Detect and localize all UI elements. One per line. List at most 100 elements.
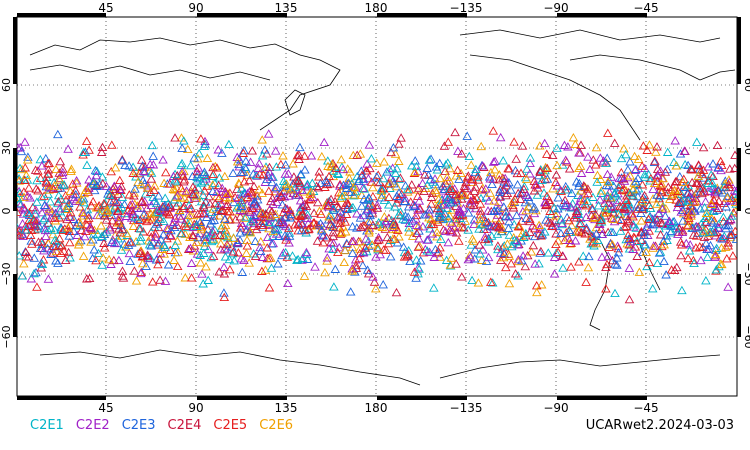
occultation-marker bbox=[596, 188, 606, 197]
occultation-marker bbox=[475, 199, 486, 208]
occultation-marker bbox=[355, 244, 365, 253]
occultation-marker bbox=[513, 271, 523, 280]
occultation-marker bbox=[185, 217, 195, 227]
occultation-marker bbox=[499, 202, 509, 211]
occultation-marker bbox=[334, 223, 345, 232]
occultation-marker bbox=[552, 160, 562, 170]
occultation-marker bbox=[677, 225, 688, 235]
occultation-marker bbox=[211, 187, 222, 197]
occultation-marker bbox=[54, 203, 65, 213]
occultation-marker bbox=[176, 183, 187, 193]
occultation-marker bbox=[37, 161, 47, 170]
occultation-marker bbox=[130, 184, 140, 193]
occultation-marker bbox=[654, 208, 664, 217]
occultation-marker bbox=[372, 235, 383, 245]
occultation-marker bbox=[566, 262, 576, 271]
occultation-marker bbox=[206, 228, 217, 237]
occultation-marker bbox=[666, 226, 677, 235]
occultation-marker bbox=[230, 192, 240, 202]
occultation-marker bbox=[384, 192, 394, 201]
occultation-marker bbox=[248, 221, 259, 231]
occultation-marker bbox=[525, 153, 536, 162]
occultation-marker bbox=[498, 185, 508, 194]
occultation-marker bbox=[509, 137, 519, 146]
occultation-marker bbox=[128, 221, 139, 230]
occultation-marker bbox=[451, 189, 461, 199]
occultation-marker bbox=[216, 199, 226, 208]
occultation-marker bbox=[149, 185, 159, 195]
occultation-marker bbox=[379, 212, 390, 221]
occultation-marker bbox=[210, 198, 220, 208]
occultation-marker bbox=[223, 232, 233, 242]
occultation-marker bbox=[146, 241, 156, 250]
occultation-marker bbox=[349, 182, 359, 191]
occultation-marker bbox=[718, 212, 729, 221]
occultation-marker bbox=[51, 164, 61, 174]
occultation-marker bbox=[295, 211, 306, 220]
occultation-marker bbox=[307, 178, 318, 187]
occultation-marker bbox=[362, 159, 372, 168]
occultation-marker bbox=[411, 210, 422, 220]
left-lat-label: 60 bbox=[0, 78, 13, 92]
occultation-marker bbox=[33, 185, 43, 195]
occultation-marker bbox=[516, 168, 526, 177]
occultation-marker bbox=[199, 141, 210, 151]
occultation-marker bbox=[671, 161, 681, 170]
bottom-lon-label: −45 bbox=[633, 401, 658, 415]
occultation-marker bbox=[216, 206, 226, 215]
occultation-marker bbox=[654, 248, 665, 257]
occultation-marker bbox=[271, 182, 282, 192]
occultation-marker bbox=[574, 178, 585, 188]
occultation-marker bbox=[159, 216, 169, 226]
occultation-marker bbox=[697, 188, 707, 198]
occultation-marker bbox=[391, 287, 402, 297]
occultation-marker bbox=[716, 165, 726, 175]
occultation-marker bbox=[501, 178, 512, 187]
occultation-marker bbox=[276, 191, 286, 201]
occultation-marker bbox=[88, 196, 98, 206]
occultation-marker bbox=[624, 216, 634, 225]
occultation-marker bbox=[723, 238, 733, 247]
occultation-marker bbox=[219, 292, 230, 302]
occultation-marker bbox=[669, 216, 679, 226]
occultation-marker bbox=[445, 260, 456, 269]
occultation-marker bbox=[602, 259, 612, 269]
occultation-marker bbox=[603, 251, 613, 260]
occultation-marker bbox=[657, 187, 667, 196]
occultation-marker bbox=[332, 201, 342, 210]
occultation-marker bbox=[597, 229, 608, 238]
occultation-marker bbox=[248, 249, 259, 258]
occultation-marker bbox=[648, 243, 658, 252]
occultation-marker bbox=[312, 236, 323, 245]
occultation-marker bbox=[32, 175, 42, 185]
occultation-marker bbox=[199, 167, 210, 176]
occultation-marker bbox=[633, 154, 644, 163]
occultation-marker bbox=[683, 253, 693, 263]
occultation-marker bbox=[642, 145, 652, 154]
occultation-marker bbox=[628, 222, 639, 231]
occultation-marker bbox=[576, 168, 587, 177]
occultation-marker bbox=[145, 187, 156, 196]
occultation-marker bbox=[295, 195, 306, 205]
occultation-marker bbox=[613, 247, 624, 257]
occultation-marker bbox=[219, 288, 229, 297]
occultation-marker bbox=[124, 248, 135, 258]
occultation-marker bbox=[49, 241, 59, 250]
occultation-marker bbox=[504, 251, 515, 260]
occultation-marker bbox=[474, 240, 485, 249]
occultation-marker bbox=[478, 245, 488, 254]
occultation-marker bbox=[125, 256, 135, 266]
occultation-marker bbox=[283, 278, 293, 288]
occultation-marker bbox=[54, 233, 65, 243]
occultation-marker bbox=[66, 166, 76, 176]
occultation-marker bbox=[454, 190, 464, 200]
occultation-marker bbox=[328, 244, 338, 253]
occultation-marker bbox=[282, 182, 292, 192]
occultation-marker bbox=[157, 244, 168, 253]
occultation-marker bbox=[498, 173, 508, 182]
occultation-marker bbox=[204, 191, 214, 201]
occultation-marker bbox=[188, 189, 198, 199]
occultation-marker bbox=[176, 228, 186, 238]
occultation-marker bbox=[324, 171, 334, 181]
occultation-marker bbox=[609, 189, 619, 198]
